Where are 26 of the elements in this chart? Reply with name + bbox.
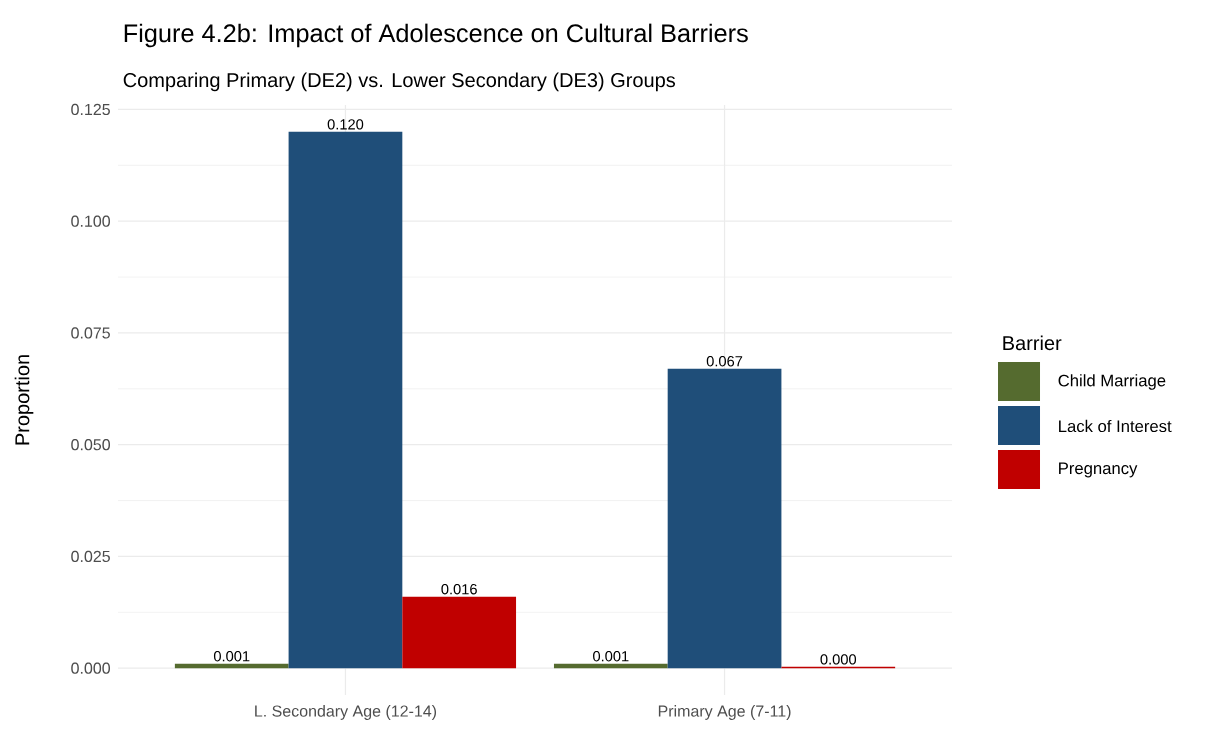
chart-subtitle: Comparing Primary (DE2) vs. Lower Secondary (DE3) Groups [123,72,676,92]
bar [288,131,403,669]
y-tick-label: 0.075 [71,327,110,339]
data-label: 0.001 [593,651,629,662]
data-label: 0.000 [820,654,857,665]
legend-label: Pregnancy [1059,462,1138,478]
y-tick-label: 0.100 [71,215,111,227]
data-label: 0.001 [213,651,250,662]
legend-label: Lack of Interest [1059,419,1172,433]
y-tick-label: 0.125 [71,103,110,116]
x-tick-label: Primary Age (7-11) [658,705,791,720]
y-tick-label: 0.000 [71,662,111,674]
bar [174,663,289,669]
chart-title: Figure 4.2b: Impact of Adolescence on Cultural Barriers [124,23,748,48]
x-tick-label: L. Secondary Age (12-14) [255,705,437,720]
legend-title: Barrier [1003,335,1062,351]
data-label: 0.016 [441,584,477,595]
bar [667,368,782,669]
y-tick-label: 0.050 [71,439,111,451]
y-tick-label: 0.025 [71,550,110,563]
bar [553,663,668,669]
y-axis-title: Proportion [14,355,34,445]
legend-label: Child Marriage [1058,374,1166,390]
data-label: 0.120 [327,119,364,130]
data-label: 0.067 [706,356,743,367]
bar [402,596,517,669]
